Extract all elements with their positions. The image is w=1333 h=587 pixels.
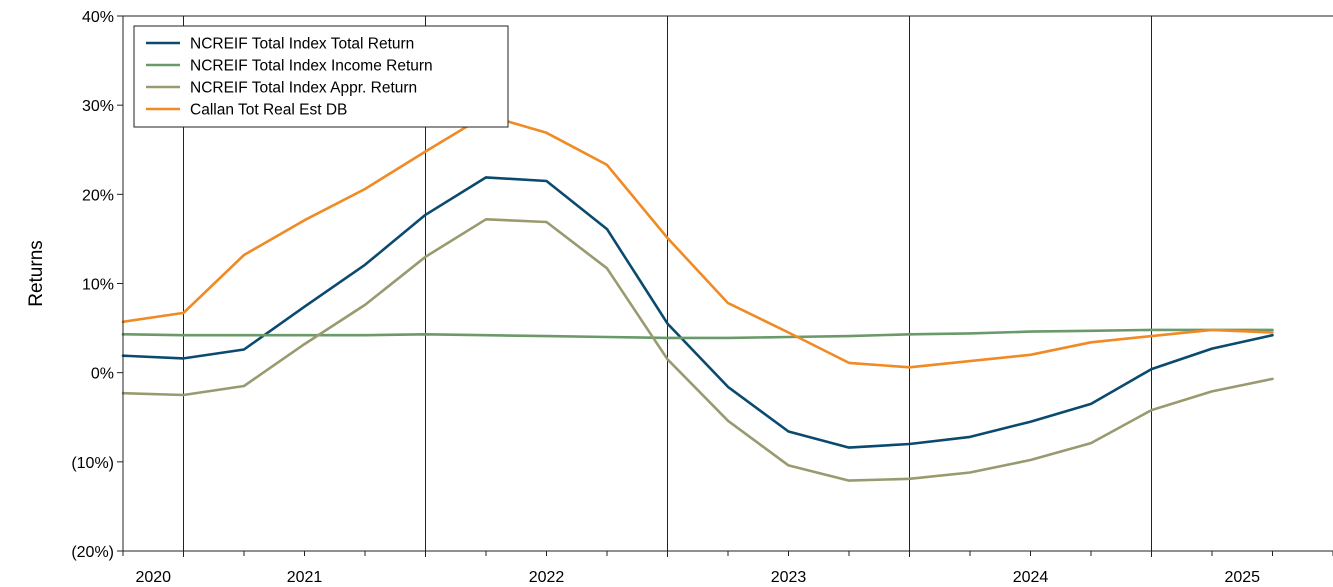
x-tick-label-0: 2020: [135, 569, 171, 586]
quarter-ticks: [122, 551, 1333, 556]
series-lines: [121, 113, 1274, 482]
y-axis-title: Returns: [26, 240, 47, 307]
series-line-2: [121, 218, 1274, 482]
series-line-1: [121, 328, 1274, 340]
x-tick-label-4: 2024: [1013, 569, 1049, 586]
y-tick-label-1: 30%: [82, 98, 114, 115]
x-tick-label-3: 2023: [771, 569, 807, 586]
y-tick-label-6: (20%): [71, 544, 114, 561]
x-tick-label-2: 2022: [529, 569, 565, 586]
x-tick-label-1: 2021: [287, 569, 323, 586]
legend-label-0: NCREIF Total Index Total Return: [190, 36, 414, 53]
x-axis-labels: 2020 2021 2022 2023 2024 2025: [135, 569, 1260, 586]
legend-box: [133, 25, 509, 128]
y-tick-label-0: 40%: [82, 9, 114, 26]
y-tick-label-2: 20%: [82, 187, 114, 204]
legend-label-1: NCREIF Total Index Income Return: [190, 58, 433, 75]
y-axis-ticks: 40% 30% 20% 10% 0% (10%) (20%): [71, 9, 123, 561]
y-tick-label-5: (10%): [71, 455, 114, 472]
y-tick-label-3: 10%: [82, 277, 114, 294]
series-line-3: [121, 113, 1274, 369]
x-tick-label-5: 2025: [1224, 569, 1260, 586]
legend-label-2: NCREIF Total Index Appr. Return: [190, 80, 417, 97]
y-tick-label-4: 0%: [91, 366, 114, 383]
legend: NCREIF Total Index Total Return NCREIF To…: [133, 25, 509, 128]
series-line-0: [121, 176, 1274, 449]
legend-label-3: Callan Tot Real Est DB: [190, 102, 347, 119]
